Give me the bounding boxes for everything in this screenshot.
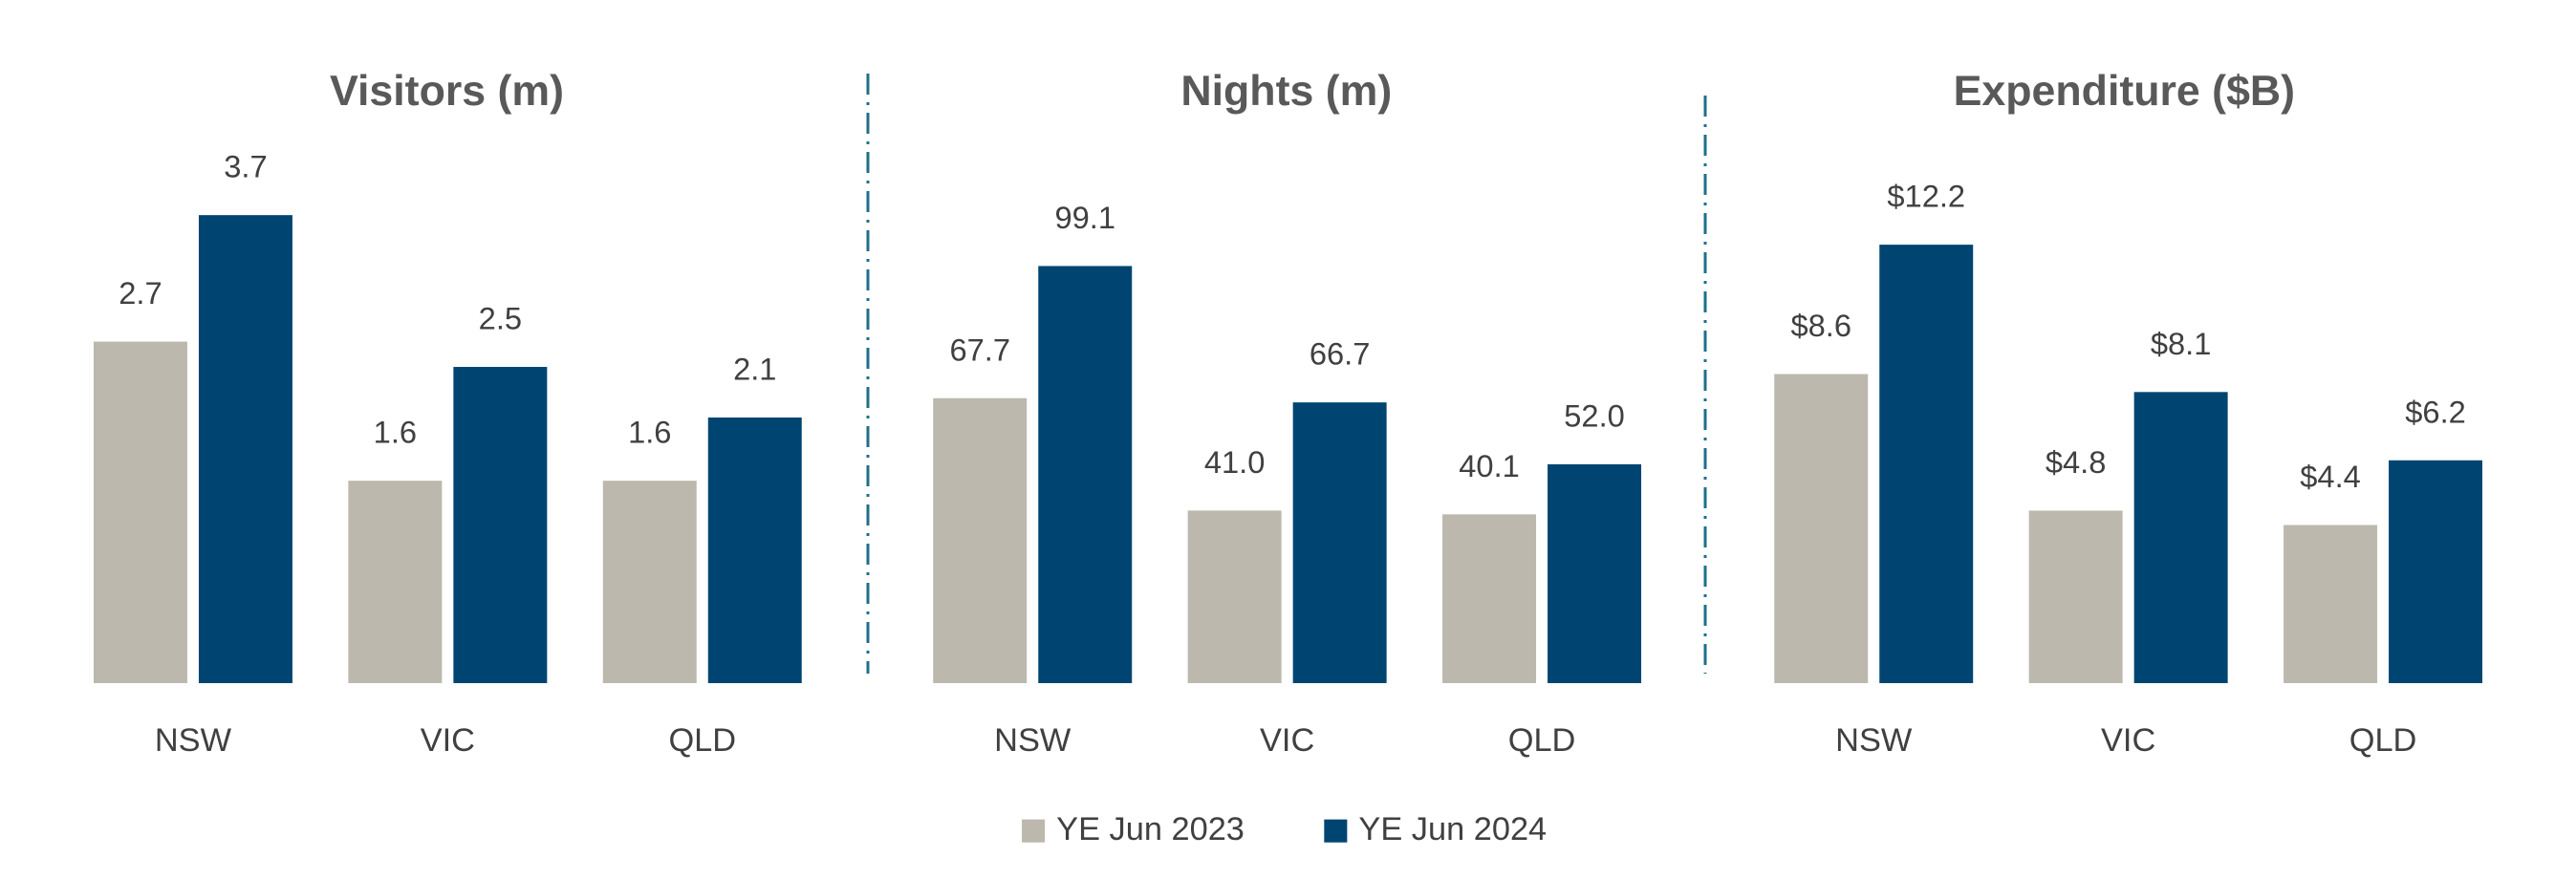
value-label: 41.0: [1204, 444, 1266, 480]
x-tick-label: NSW: [994, 722, 1072, 759]
x-tick-label: QLD: [1508, 722, 1576, 759]
panel-title: Visitors (m): [330, 68, 564, 115]
bar: [2284, 525, 2378, 683]
bar: [1292, 402, 1387, 683]
bar: [933, 397, 1028, 683]
value-label: 2.7: [119, 275, 162, 311]
bar: [93, 341, 187, 683]
bar: [1774, 374, 1869, 683]
x-tick-label: NSW: [1835, 722, 1913, 759]
value-label: $8.6: [1790, 308, 1851, 343]
x-tick-label: NSW: [155, 722, 232, 759]
value-label: 2.1: [733, 351, 776, 386]
value-label: 2.5: [479, 301, 522, 336]
panel-title: Nights (m): [1180, 68, 1392, 115]
bar: [707, 417, 802, 683]
bar: [1038, 266, 1133, 683]
legend-label: YE Jun 2024: [1358, 811, 1547, 847]
value-label: 1.6: [374, 415, 417, 450]
x-tick-label: QLD: [2349, 722, 2417, 759]
value-label: $12.2: [1887, 179, 1965, 214]
legend-swatch: [1324, 819, 1348, 843]
value-label: $8.1: [2151, 326, 2212, 361]
bar: [1442, 514, 1537, 683]
bar: [1548, 463, 1642, 683]
value-label: $6.2: [2405, 394, 2466, 429]
value-label: 67.7: [949, 332, 1010, 367]
panel-title: Expenditure ($B): [1954, 68, 2295, 115]
value-label: 1.6: [628, 415, 671, 450]
bar: [602, 481, 697, 683]
value-label: 99.1: [1054, 200, 1115, 235]
value-label: 3.7: [224, 149, 267, 184]
value-label: 52.0: [1564, 397, 1625, 433]
bar: [453, 367, 548, 683]
bar: [2389, 460, 2483, 683]
x-tick-label: VIC: [1260, 722, 1314, 759]
x-tick-label: VIC: [2101, 722, 2155, 759]
dividers: [866, 74, 1707, 674]
legend-swatch: [1022, 819, 1046, 843]
bar: [198, 215, 292, 683]
x-tick-label: QLD: [668, 722, 736, 759]
value-label: 66.7: [1310, 336, 1371, 372]
x-tick-label: VIC: [421, 722, 475, 759]
value-label: $4.8: [2046, 444, 2107, 480]
value-label: $4.4: [2300, 459, 2361, 494]
legend-label: YE Jun 2023: [1056, 811, 1245, 847]
bar: [1187, 510, 1282, 683]
bar: [2028, 510, 2123, 683]
bar: [1879, 245, 1974, 683]
value-label: 40.1: [1459, 448, 1520, 483]
bar: [348, 481, 443, 683]
bar: [2133, 392, 2228, 683]
